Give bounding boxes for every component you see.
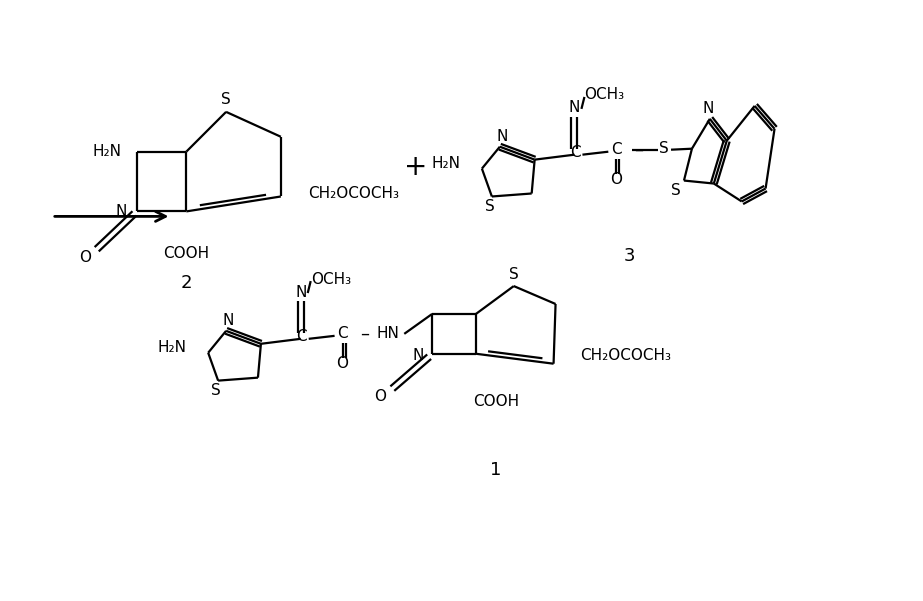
Text: CH₂OCOCH₃: CH₂OCOCH₃	[580, 348, 671, 363]
Text: N: N	[702, 102, 713, 117]
Text: N: N	[497, 129, 508, 144]
Text: CH₂OCOCH₃: CH₂OCOCH₃	[308, 186, 399, 201]
Text: S: S	[485, 199, 495, 214]
Text: 1: 1	[490, 461, 501, 479]
Text: O: O	[375, 389, 387, 404]
Text: S: S	[671, 183, 681, 198]
Text: N: N	[569, 100, 581, 115]
Text: OCH₃: OCH₃	[584, 88, 625, 102]
Text: H₂N: H₂N	[431, 156, 460, 171]
Text: O: O	[337, 356, 349, 371]
Text: OCH₃: OCH₃	[311, 272, 351, 287]
Text: 3: 3	[623, 247, 635, 265]
Text: COOH: COOH	[473, 394, 519, 409]
Text: C: C	[296, 329, 307, 344]
Text: H₂N: H₂N	[157, 340, 186, 355]
Text: C: C	[570, 145, 581, 160]
Text: N: N	[413, 348, 424, 363]
Text: –: –	[360, 325, 369, 343]
Text: O: O	[78, 249, 90, 264]
Text: C: C	[337, 326, 348, 341]
Text: C: C	[611, 142, 621, 157]
Text: 2: 2	[181, 274, 192, 292]
Text: COOH: COOH	[163, 246, 210, 261]
Text: S: S	[222, 93, 231, 108]
Text: O: O	[610, 172, 622, 187]
Text: H₂N: H₂N	[92, 144, 121, 159]
Text: S: S	[509, 267, 519, 282]
Text: +: +	[403, 153, 427, 181]
Text: N: N	[222, 313, 234, 328]
Text: N: N	[295, 284, 306, 299]
Text: S: S	[211, 383, 221, 398]
Text: HN: HN	[377, 326, 400, 341]
Text: –: –	[634, 141, 642, 159]
Text: S: S	[659, 141, 669, 156]
Text: N: N	[116, 204, 127, 219]
